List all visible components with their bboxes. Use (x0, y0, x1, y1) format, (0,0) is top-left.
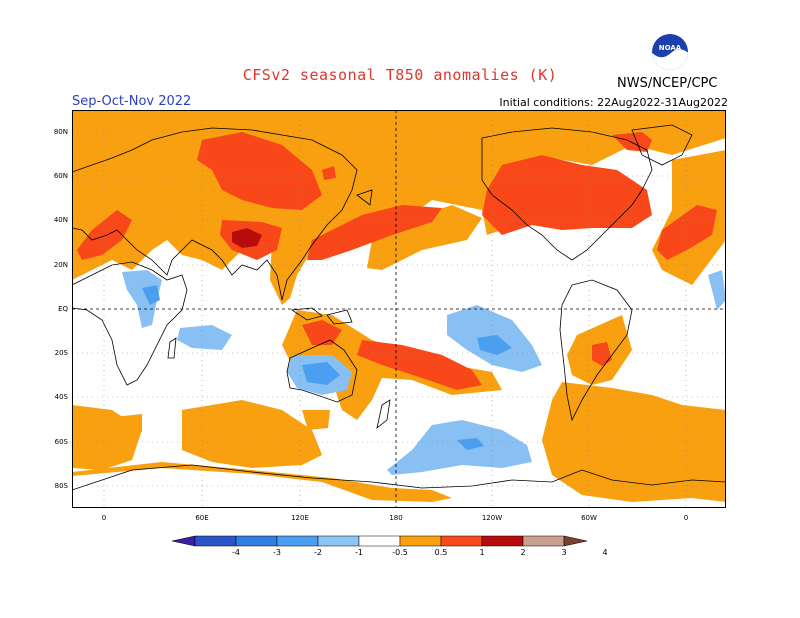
lat-tick: 40N (53, 216, 68, 224)
colorbar-label: 3 (561, 548, 567, 557)
reference-lines (72, 110, 726, 508)
colorbar-segment (172, 535, 196, 547)
map-frame (72, 110, 726, 508)
grid-lines (72, 110, 726, 508)
colorbar-label: -3 (273, 548, 281, 557)
colorbar-label: 4 (602, 548, 608, 557)
lon-tick: 60E (195, 514, 209, 522)
colorbar-label: -0.5 (392, 548, 408, 557)
cool-anomaly-shading-1 (142, 285, 512, 450)
colorbar-segment (563, 535, 588, 547)
colorbar-label: 1 (479, 548, 485, 557)
colorbar-label: -2 (314, 548, 322, 557)
colorbar (172, 535, 588, 547)
colorbar-segment (481, 535, 524, 547)
colorbar-label: -4 (232, 548, 240, 557)
colorbar-segment (358, 535, 401, 547)
svg-text:NOAA: NOAA (659, 44, 682, 52)
lat-tick: 60N (53, 172, 68, 180)
warm-anomaly-shading-1 (77, 132, 717, 390)
colorbar-segment (317, 535, 360, 547)
map-title: CFSv2 seasonal T850 anomalies (K) (242, 66, 558, 84)
lon-tick: 120E (291, 514, 309, 522)
colorbar-segment (194, 535, 237, 547)
lat-tick: 60S (54, 438, 68, 446)
initial-conditions-label: Initial conditions: 22Aug2022-31Aug2022 (499, 96, 728, 109)
lon-tick: 120W (481, 514, 503, 522)
lat-tick: 40S (54, 393, 68, 401)
season-label: Sep-Oct-Nov 2022 (72, 94, 192, 109)
lon-tick: 180 (389, 514, 403, 522)
cool-anomaly-shading-05 (122, 270, 726, 475)
colorbar-label: 0.5 (434, 548, 448, 557)
lat-tick: 20S (54, 349, 68, 357)
lat-tick: 20N (53, 261, 68, 269)
colorbar-segment (440, 535, 483, 547)
warm-anomaly-shading-2 (232, 228, 262, 248)
lat-tick: 80N (53, 128, 68, 136)
anomaly-map (72, 110, 726, 508)
lon-tick: 0 (683, 514, 689, 522)
agency-label: NWS/NCEP/CPC (617, 76, 718, 91)
lon-tick: 0 (101, 514, 107, 522)
lat-tick: 80S (54, 482, 68, 490)
colorbar-segment (522, 535, 565, 547)
colorbar-label: -1 (355, 548, 363, 557)
noaa-logo: NOAA (651, 34, 689, 70)
colorbar-segment (235, 535, 278, 547)
colorbar-segment (276, 535, 319, 547)
lon-tick: 60W (581, 514, 597, 522)
colorbar-label: 2 (520, 548, 526, 557)
colorbar-segment (399, 535, 442, 547)
lat-tick: EQ (58, 305, 68, 313)
